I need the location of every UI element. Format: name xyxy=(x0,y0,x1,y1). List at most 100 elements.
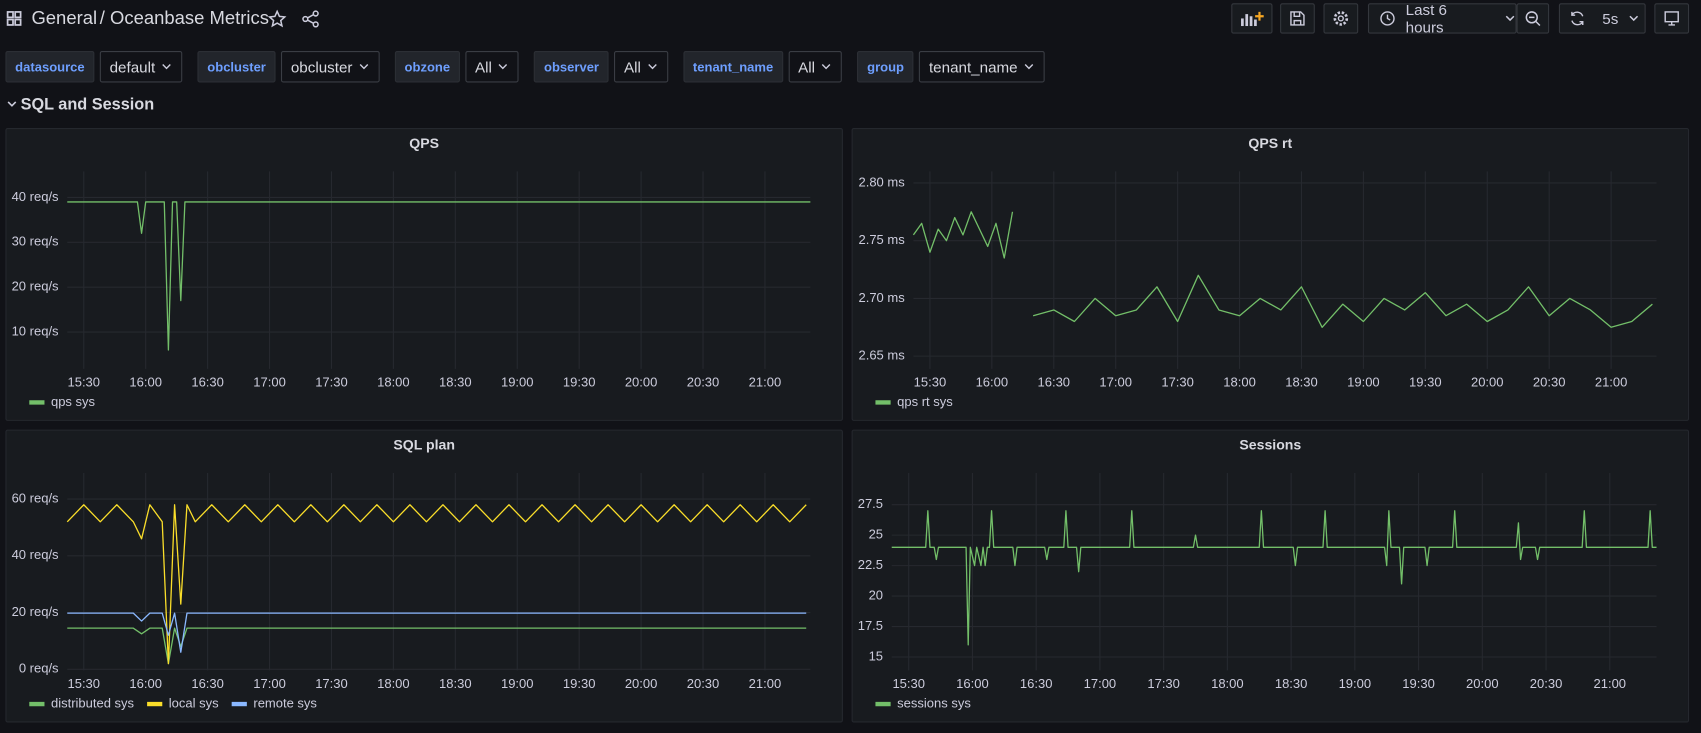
settings-button[interactable] xyxy=(1323,3,1359,34)
x-tick-label: 19:30 xyxy=(1402,676,1435,691)
y-tick-label: 22.5 xyxy=(858,557,883,572)
x-tick-label: 19:00 xyxy=(501,374,534,389)
x-tick-label: 18:00 xyxy=(377,676,410,691)
folder-link[interactable]: General xyxy=(31,7,98,29)
y-tick-label: 25 xyxy=(869,527,883,542)
x-tick-label: 19:30 xyxy=(1409,374,1442,389)
x-tick-label: 16:00 xyxy=(956,676,989,691)
chevron xyxy=(359,64,369,70)
y-tick-label: 2.70 ms xyxy=(858,290,905,305)
variable-dropdown[interactable]: All xyxy=(465,50,520,83)
variable-label: tenant_name xyxy=(683,50,783,83)
variable-dropdown[interactable]: All xyxy=(788,50,843,83)
legend-label: qps sys xyxy=(51,394,96,409)
variables-bar: datasource default obcluster obcluster obzon… xyxy=(5,50,1060,83)
panel-title: QPS xyxy=(409,135,439,151)
x-tick-label: 17:00 xyxy=(1084,676,1117,691)
variable-value: All xyxy=(623,58,641,76)
refresh-icon xyxy=(1571,11,1584,26)
clock-icon xyxy=(1380,11,1395,26)
y-tick-label: 17.5 xyxy=(858,618,883,633)
panel: SQL plan 0 req/s 20 req/s 40 req/s 60 req/s 1… xyxy=(5,429,843,723)
save-icon xyxy=(1290,11,1305,26)
x-tick-label: 19:00 xyxy=(1347,374,1380,389)
x-tick-label: 15:30 xyxy=(67,676,100,691)
variable-value: All xyxy=(798,58,816,76)
series-line xyxy=(891,510,1657,646)
x-tick-label: 17:30 xyxy=(1161,374,1194,389)
legend-label: sessions sys xyxy=(897,695,971,710)
chart: Sessions 15 17.5 20 22.5 25 27.5 15:30 16:00 16:3… xyxy=(858,437,1657,710)
x-tick-label: 18:30 xyxy=(439,676,472,691)
time-picker[interactable]: Last 6 hours xyxy=(1367,1,1517,36)
chart: QPS rt 2.65 ms 2.70 ms 2.75 ms 2.80 ms 15:30 1… xyxy=(858,135,1657,409)
x-tick-label: 15:30 xyxy=(892,676,925,691)
x-tick-label: 16:30 xyxy=(1020,676,1053,691)
x-tick-label: 19:00 xyxy=(501,676,534,691)
variable-dropdown[interactable]: obcluster xyxy=(281,50,380,83)
variable-dropdown[interactable]: All xyxy=(614,50,668,83)
row-chevron[interactable] xyxy=(7,99,18,110)
x-tick-label: 18:00 xyxy=(377,374,410,389)
panel: Sessions 15 17.5 20 22.5 25 27.5 15:30 16:00 16:3… xyxy=(851,429,1690,723)
variable-label: datasource xyxy=(5,50,95,83)
x-tick-label: 20:30 xyxy=(687,676,720,691)
chevron xyxy=(162,64,171,70)
x-tick-label: 17:30 xyxy=(1147,676,1180,691)
y-tick-label: 40 req/s xyxy=(12,547,59,562)
refresh-picker[interactable]: 5s xyxy=(1558,3,1646,34)
y-tick-label: 20 xyxy=(869,588,883,603)
x-tick-label: 18:00 xyxy=(1211,676,1244,691)
x-tick-label: 16:00 xyxy=(976,374,1009,389)
share-icon[interactable] xyxy=(302,10,320,28)
apps-icon[interactable] xyxy=(6,11,22,26)
panel-title: Sessions xyxy=(1239,437,1301,453)
y-tick-label: 2.65 ms xyxy=(858,348,905,363)
x-tick-label: 15:30 xyxy=(914,374,947,389)
y-tick-label: 30 req/s xyxy=(12,234,59,249)
star-icon[interactable] xyxy=(267,9,287,28)
series-line xyxy=(66,504,807,665)
x-tick-label: 19:00 xyxy=(1339,676,1372,691)
x-tick-label: 20:00 xyxy=(1471,374,1504,389)
x-tick-label: 17:00 xyxy=(253,374,286,389)
series-line xyxy=(912,211,1653,328)
zoom-out-icon xyxy=(1525,11,1541,27)
legend-label: distributed sys xyxy=(51,695,135,710)
panel-title: QPS rt xyxy=(1248,135,1292,151)
zoom-out-button[interactable] xyxy=(1516,3,1550,34)
chevron xyxy=(1024,64,1034,70)
add-panel-button[interactable] xyxy=(1231,3,1273,34)
y-tick-label: 10 req/s xyxy=(12,323,59,338)
refresh-interval: 5s xyxy=(1602,9,1619,28)
variable-label: observer xyxy=(534,50,609,83)
chevron xyxy=(1629,15,1638,22)
y-tick-label: 27.5 xyxy=(858,496,883,511)
panel-title: SQL plan xyxy=(393,437,455,453)
x-tick-label: 17:00 xyxy=(1099,374,1132,389)
x-tick-label: 20:00 xyxy=(625,676,658,691)
chevron xyxy=(647,64,657,70)
variable-value: tenant_name xyxy=(928,58,1018,76)
x-tick-label: 21:00 xyxy=(1594,676,1627,691)
chart: SQL plan 0 req/s 20 req/s 40 req/s 60 req/s 1… xyxy=(12,437,811,710)
x-tick-label: 21:00 xyxy=(1595,374,1628,389)
variable-label: obcluster xyxy=(197,50,276,83)
variable-dropdown[interactable]: tenant_name xyxy=(919,50,1045,83)
variable-value: obcluster xyxy=(290,58,353,76)
time-range: Last 6 hours xyxy=(1405,1,1447,36)
y-tick-label: 2.75 ms xyxy=(858,232,905,247)
variable-dropdown[interactable]: default xyxy=(99,50,183,83)
y-tick-label: 40 req/s xyxy=(12,189,59,204)
row-title[interactable]: SQL and Session xyxy=(20,95,155,114)
chart: QPS 10 req/s 20 req/s 30 req/s 40 req/s 15:30… xyxy=(12,135,811,409)
chevron xyxy=(499,64,508,70)
tv-mode-button[interactable] xyxy=(1654,3,1690,34)
x-tick-label: 16:30 xyxy=(191,374,224,389)
x-tick-label: 20:30 xyxy=(687,374,720,389)
chevron xyxy=(1505,15,1515,22)
save-button[interactable] xyxy=(1280,3,1315,34)
x-tick-label: 17:30 xyxy=(315,374,348,389)
